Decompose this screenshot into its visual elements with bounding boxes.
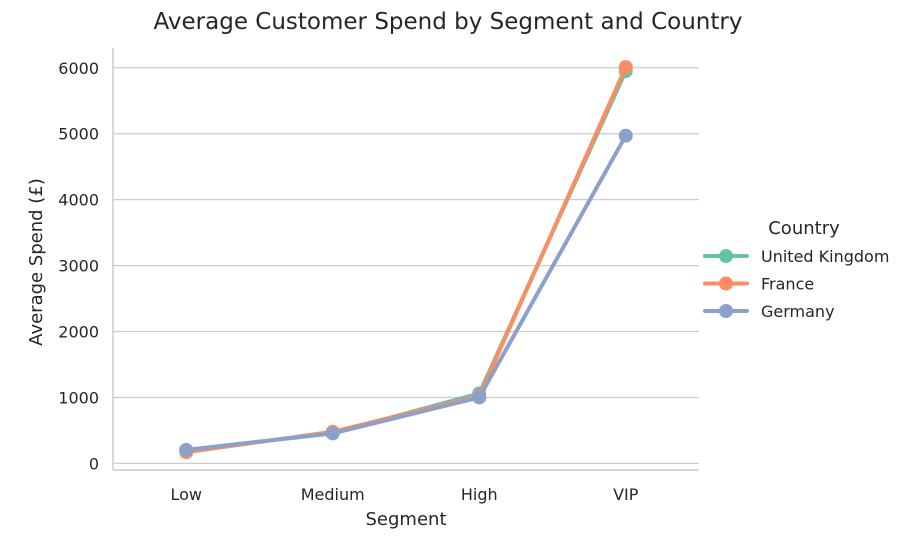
x-axis-label: Segment (366, 509, 447, 530)
series-layer (179, 60, 633, 460)
series-line (184, 65, 628, 455)
x-tick-label: Low (170, 485, 202, 504)
data-point (618, 128, 633, 143)
legend-marker (719, 276, 733, 291)
series-france (179, 60, 633, 460)
legend-title: Country (768, 218, 840, 239)
y-tick-label: 2000 (58, 323, 99, 342)
series-germany (179, 128, 633, 457)
legend-marker (719, 249, 733, 263)
legend-label: United Kingdom (761, 247, 889, 266)
legend-item: France (703, 275, 814, 294)
legend-item: Germany (703, 302, 835, 321)
y-tick-label: 5000 (58, 125, 99, 144)
data-point (325, 426, 340, 441)
y-tick-label: 6000 (58, 59, 99, 78)
y-axis-label: Average Spend (£) (26, 178, 47, 346)
legend-item: United Kingdom (703, 247, 889, 266)
legend-label: Germany (761, 302, 835, 321)
y-tick-labels: 0 1000 2000 3000 4000 5000 6000 (58, 59, 99, 474)
data-point (472, 390, 487, 405)
x-tick-labels: Low Medium High VIP (170, 485, 638, 504)
y-tick-label: 1000 (58, 388, 99, 407)
x-tick-label: VIP (613, 485, 639, 504)
legend-label: France (761, 275, 814, 294)
chart-title: Average Customer Spend by Segment and Co… (154, 9, 743, 35)
series-line (184, 133, 628, 452)
legend-marker (719, 304, 733, 318)
x-tick-label: High (461, 485, 498, 504)
grid-layer (113, 67, 699, 465)
x-tick-label: Medium (301, 485, 365, 504)
y-tick-label: 0 (89, 454, 99, 473)
y-tick-label: 4000 (58, 191, 99, 210)
data-point (618, 60, 633, 75)
series-line (184, 69, 628, 453)
data-point (179, 442, 194, 457)
legend: Country United Kingdom France Germany (703, 218, 889, 321)
y-tick-label: 3000 (58, 257, 99, 276)
series-united-kingdom (179, 64, 633, 458)
